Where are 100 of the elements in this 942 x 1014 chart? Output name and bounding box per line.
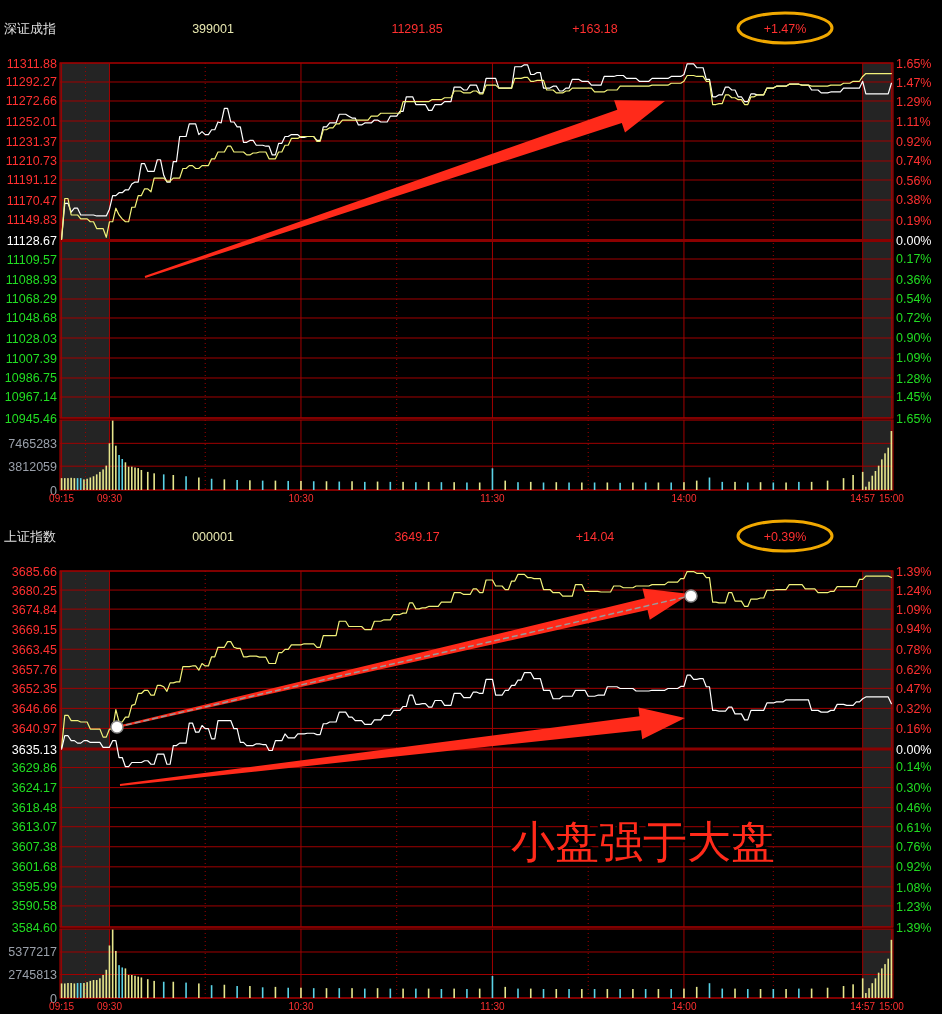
y2-tick-label: 0.38% xyxy=(896,193,932,208)
y2-tick-label: 0.16% xyxy=(896,722,932,737)
y2-tick-label: 0.47% xyxy=(896,682,932,697)
y-tick-label: 3595.99 xyxy=(11,880,58,895)
y2-tick-label: 0.36% xyxy=(896,272,932,287)
y2-tick-label: 0.76% xyxy=(896,839,932,854)
y-tick-label: 10945.46 xyxy=(4,411,58,426)
text: 11291.85 xyxy=(391,22,443,36)
y-tick-label: 5377217 xyxy=(8,945,58,960)
x-tick-label: 11:30 xyxy=(480,493,506,504)
x-tick-label: 14:57 xyxy=(850,493,876,504)
y-tick-label: 11292.27 xyxy=(5,75,58,90)
y-tick-label: 11272.66 xyxy=(5,94,58,109)
chart-title: 深证成指 xyxy=(4,21,56,36)
text: +14.04 xyxy=(575,530,615,544)
y2-tick-label: 1.39% xyxy=(896,564,932,579)
x-tick-label: 14:00 xyxy=(671,493,697,504)
y-tick-label: 11170.47 xyxy=(6,193,58,208)
y-tick-label: 11191.12 xyxy=(6,173,58,188)
y2-tick-label: 0.74% xyxy=(896,154,932,169)
x-tick-label: 14:57 xyxy=(850,1001,876,1012)
y2-tick-label: 0.00% xyxy=(896,742,932,757)
y2-tick-label: 1.23% xyxy=(896,900,932,915)
y2-tick-label: 0.72% xyxy=(896,311,932,326)
y2-tick-label: 0.19% xyxy=(896,213,932,228)
y2-tick-label: 0.17% xyxy=(896,252,932,267)
y2-tick-label: 0.90% xyxy=(896,330,932,345)
y-tick-label: 11109.57 xyxy=(6,252,58,267)
y-tick-label: 2745813 xyxy=(8,968,58,983)
y2-tick-label: 1.08% xyxy=(896,880,932,895)
y-tick-label: 3685.66 xyxy=(11,564,58,579)
x-tick-label: 09:30 xyxy=(96,493,123,504)
y2-tick-label: 1.09% xyxy=(896,351,932,366)
y-tick-label: 10967.14 xyxy=(4,390,58,405)
text: +1.47% xyxy=(763,22,807,36)
chart-title: 上证指数 xyxy=(4,529,56,544)
y2-tick-label: 0.92% xyxy=(896,135,932,150)
y-tick-label: 11088.93 xyxy=(5,272,58,287)
y-tick-label: 3584.60 xyxy=(11,920,58,935)
y-tick-label: 11231.37 xyxy=(5,134,58,149)
x-tick-label: 10:30 xyxy=(288,1001,314,1012)
y-tick-label: 3657.76 xyxy=(11,662,58,677)
y-tick-label: 11311.88 xyxy=(6,56,58,71)
y2-tick-label: 0.14% xyxy=(896,760,932,775)
y-tick-label: 11128.67 xyxy=(6,234,58,248)
y2-tick-label: 0.78% xyxy=(896,642,932,657)
y-tick-label: 11028.03 xyxy=(5,331,58,346)
x-tick-label: 15:00 xyxy=(878,493,905,504)
y-tick-label: 3607.38 xyxy=(11,840,58,855)
y-tick-label: 3680.25 xyxy=(11,583,58,598)
y2-tick-label: 0.62% xyxy=(896,663,932,678)
y-tick-label: 3812059 xyxy=(8,459,58,474)
y-tick-label: 3601.68 xyxy=(11,860,58,875)
y2-tick-label: 1.45% xyxy=(896,389,932,404)
annotation: 小盘强于大盘 xyxy=(511,817,775,866)
y2-tick-label: 0.00% xyxy=(896,234,932,248)
y2-tick-label: 0.46% xyxy=(896,801,932,816)
text: 000001 xyxy=(192,530,234,544)
y-tick-label: 3663.45 xyxy=(11,642,58,657)
y2-tick-label: 1.65% xyxy=(896,56,932,71)
y-tick-label: 3613.07 xyxy=(11,820,58,835)
y-tick-label: 3618.48 xyxy=(11,801,58,816)
y-tick-label: 11007.39 xyxy=(5,351,58,366)
x-tick-label: 10:30 xyxy=(288,493,314,504)
y2-tick-label: 1.29% xyxy=(896,95,932,110)
y2-tick-label: 1.24% xyxy=(896,583,932,598)
x-tick-label: 15:00 xyxy=(878,1001,905,1012)
y-tick-label: 7465283 xyxy=(8,436,58,451)
y2-tick-label: 0.30% xyxy=(896,780,932,795)
y-tick-label: 11068.29 xyxy=(5,292,58,307)
y-tick-label: 3635.13 xyxy=(11,742,58,757)
y-tick-label: 3624.17 xyxy=(11,781,58,796)
y-tick-label: 3669.15 xyxy=(11,622,58,637)
y-tick-label: 3674.84 xyxy=(11,602,58,617)
text: 399001 xyxy=(192,22,234,36)
y2-tick-label: 0.92% xyxy=(896,860,932,875)
y2-tick-label: 0.54% xyxy=(896,292,932,307)
y-tick-label: 3640.97 xyxy=(11,721,58,736)
y2-tick-label: 0.61% xyxy=(896,820,932,835)
y-tick-label: 3629.86 xyxy=(11,761,58,776)
text: 3649.17 xyxy=(394,530,440,544)
y2-tick-label: 0.94% xyxy=(896,622,932,637)
y-tick-label: 11252.01 xyxy=(5,114,58,129)
y-tick-label: 11149.83 xyxy=(6,213,58,228)
x-tick-label: 14:00 xyxy=(671,1001,697,1012)
y2-tick-label: 1.47% xyxy=(896,75,932,90)
y2-tick-label: 0.32% xyxy=(896,701,932,716)
y-tick-label: 11048.68 xyxy=(5,311,58,326)
text: +0.39% xyxy=(763,530,807,544)
y-tick-label: 3646.66 xyxy=(11,701,58,716)
y2-tick-label: 1.11% xyxy=(896,114,931,129)
y2-tick-label: 0.56% xyxy=(896,173,932,188)
y2-tick-label: 1.65% xyxy=(896,411,932,426)
y-tick-label: 10986.75 xyxy=(4,371,58,386)
y-tick-label: 3590.58 xyxy=(11,899,58,914)
y2-tick-label: 1.09% xyxy=(896,602,932,617)
y2-tick-label: 1.28% xyxy=(896,371,932,386)
line-series xyxy=(61,672,892,768)
y2-tick-label: 1.39% xyxy=(896,920,932,935)
y-tick-label: 3652.35 xyxy=(11,681,58,696)
